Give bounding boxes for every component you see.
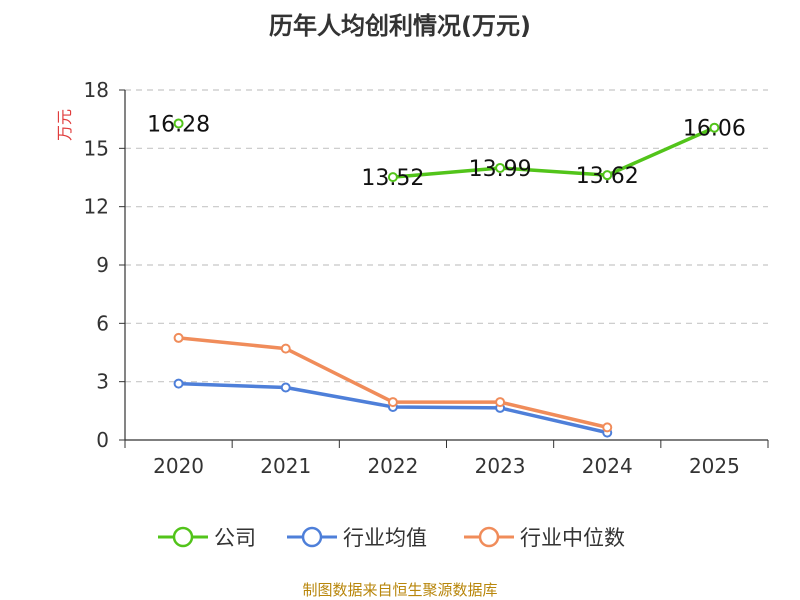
axis-layer: 0 3 6 9 12 15 18 2020 2021 2022 2023 2024 2025 <box>84 78 769 478</box>
legend-marker-industry-average <box>287 526 337 548</box>
legend-marker-industry-median <box>464 526 514 548</box>
legend-item-industry-median[interactable]: 行业中位数 <box>464 520 625 554</box>
legend: 公司 行业均值 行业中位数 <box>0 520 800 554</box>
tick-label-x-2024: 2024 <box>582 454 633 478</box>
series-line-company-1 <box>392 126 716 179</box>
tick-label-y-12: 12 <box>84 195 109 219</box>
point-company-2023 <box>495 162 506 173</box>
point-industry-average-2020 <box>173 378 184 389</box>
point-company-2025 <box>709 122 720 133</box>
legend-label-company: 公司 <box>214 526 256 550</box>
point-industry-median-2020 <box>173 332 184 343</box>
grid-layer <box>125 89 768 383</box>
data-label-company-2024: 13.62 <box>576 164 639 189</box>
y-axis-label: 万元 <box>55 109 74 141</box>
data-label-company-2023: 13.99 <box>469 157 532 182</box>
point-industry-median-2022 <box>387 397 398 408</box>
data-label-company-2022: 13.52 <box>361 166 424 191</box>
tick-label-y-9: 9 <box>96 253 109 277</box>
point-company-2024 <box>602 170 613 181</box>
tick-label-x-2022: 2022 <box>367 454 418 478</box>
legend-marker-company <box>158 526 208 548</box>
source-note: 制图数据来自恒生聚源数据库 <box>302 581 498 599</box>
point-company-2022 <box>387 172 398 183</box>
legend-label-industry-average: 行业均值 <box>343 526 427 550</box>
series-line-industry-median-0 <box>178 336 608 430</box>
legend-label-industry-median: 行业中位数 <box>520 526 625 550</box>
series-layer <box>173 118 720 438</box>
tick-label-y-15: 15 <box>84 136 109 160</box>
tick-label-y-18: 18 <box>84 78 109 102</box>
point-company-2020 <box>173 118 184 129</box>
legend-item-industry-average[interactable]: 行业均值 <box>287 520 427 554</box>
legend-item-company[interactable]: 公司 <box>158 520 256 554</box>
data-label-company-2020: 16.28 <box>147 112 210 137</box>
point-industry-median-2021 <box>280 343 291 354</box>
tick-label-y-0: 0 <box>96 428 109 452</box>
point-industry-median-2024 <box>602 422 613 433</box>
point-industry-average-2021 <box>280 382 291 393</box>
tick-label-y-3: 3 <box>96 370 109 394</box>
point-industry-median-2023 <box>495 397 506 408</box>
tick-label-y-6: 6 <box>96 311 109 335</box>
tick-label-x-2020: 2020 <box>153 454 204 478</box>
tick-label-x-2023: 2023 <box>475 454 526 478</box>
chart-title: 历年人均创利情况(万元) <box>269 12 531 40</box>
tick-label-x-2021: 2021 <box>260 454 311 478</box>
tick-label-x-2025: 2025 <box>689 454 740 478</box>
label-layer: 16.28 13.52 13.99 13.62 16.06 <box>147 112 746 191</box>
data-label-company-2025: 16.06 <box>683 117 746 142</box>
